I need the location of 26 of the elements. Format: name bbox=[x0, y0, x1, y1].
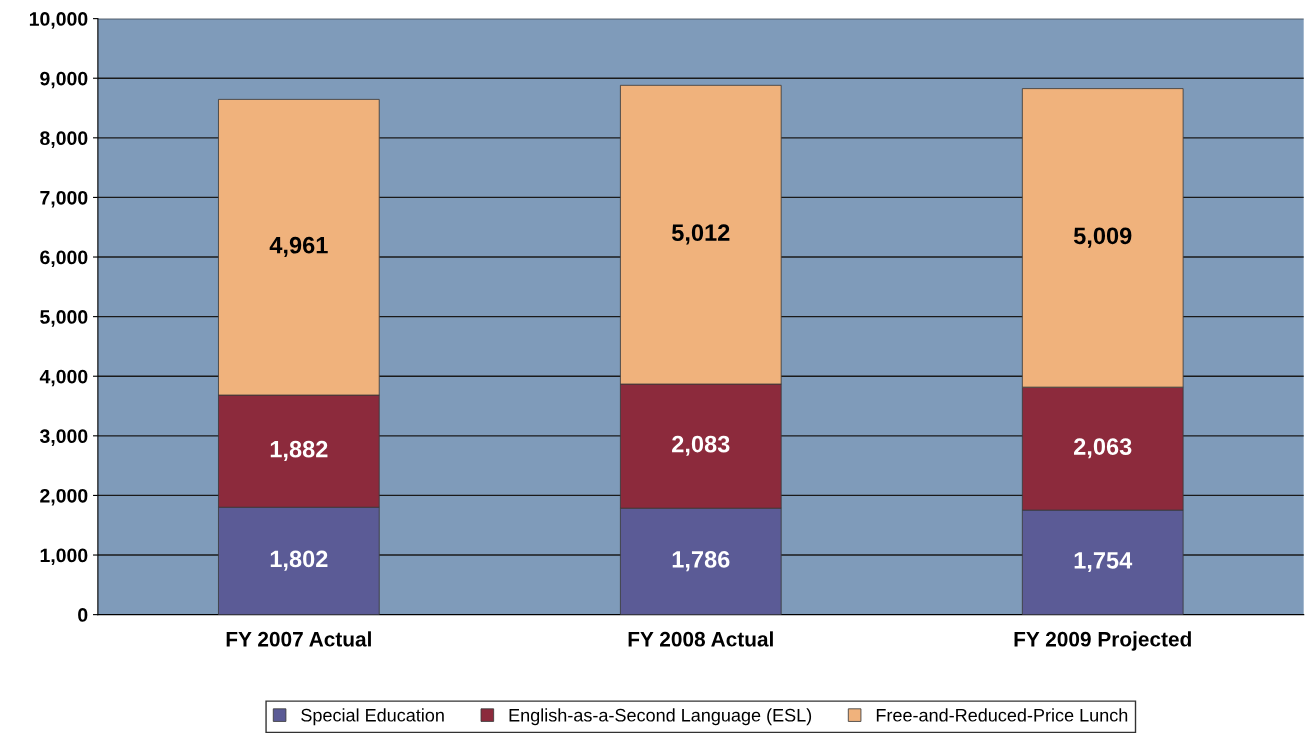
y-tick-label: 2,000 bbox=[40, 488, 88, 506]
data-label: 5,009 bbox=[1073, 227, 1132, 248]
legend-label: Special Education bbox=[301, 708, 444, 726]
legend-label: English-as-a-Second Language (ESL) bbox=[509, 708, 812, 726]
y-tick-label: 5,000 bbox=[40, 310, 88, 327]
data-label: 1,882 bbox=[270, 440, 328, 461]
y-tick-label: 7,000 bbox=[40, 190, 88, 208]
data-label: 1,802 bbox=[270, 550, 328, 571]
data-label: 4,961 bbox=[269, 236, 328, 257]
x-tick-label: FY 2008 Actual bbox=[628, 631, 773, 647]
y-tick-label: 3,000 bbox=[39, 429, 88, 446]
data-label: 5,012 bbox=[671, 224, 730, 245]
y-tick-label: 10,000 bbox=[29, 12, 88, 29]
x-tick-label: FY 2007 Actual bbox=[226, 631, 371, 647]
y-tick-label: 6,000 bbox=[40, 250, 88, 268]
y-tick-label: 0 bbox=[78, 608, 88, 622]
y-tick-label: 9,000 bbox=[40, 71, 88, 89]
y-tick-label: 4,000 bbox=[39, 369, 88, 387]
y-tick-label: 1,000 bbox=[40, 548, 88, 566]
x-tick-label: FY 2009 Projected bbox=[1014, 631, 1191, 651]
y-tick-label: 8,000 bbox=[40, 131, 88, 148]
data-label: 2,083 bbox=[672, 435, 730, 456]
legend-label: Free-and-Reduced-Price Lunch bbox=[876, 708, 1128, 722]
data-label: 1,754 bbox=[1074, 552, 1133, 573]
data-label: 2,063 bbox=[1074, 438, 1132, 459]
data-label: 1,786 bbox=[672, 551, 730, 572]
